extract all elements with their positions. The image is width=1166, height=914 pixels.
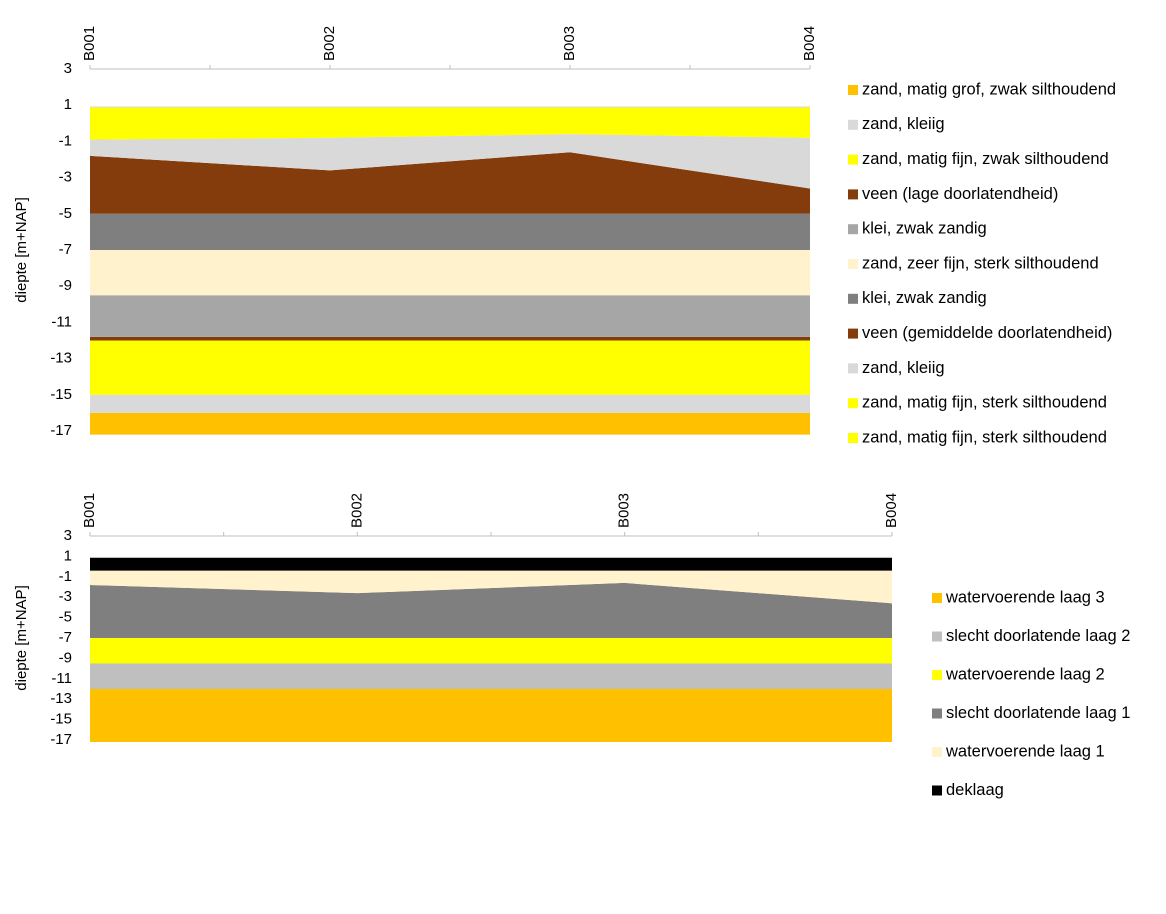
y-tick-label: -9 [59, 277, 72, 294]
y-axis-label: diepte [m+NAP] [13, 197, 30, 302]
legend-swatch [932, 747, 942, 757]
legend-swatch [848, 293, 858, 304]
legend-swatch [932, 785, 942, 796]
y-tick-label: -13 [50, 350, 72, 367]
y-tick-label: -15 [50, 711, 72, 728]
legend-swatch [848, 363, 858, 374]
category-label-b002: B002 [321, 26, 338, 61]
layer-2 [90, 663, 892, 689]
legend-label: zand, matig fijn, sterk silthoudend [862, 394, 1107, 412]
legend-label: zand, kleiig [862, 115, 945, 133]
y-tick-label: -17 [50, 422, 72, 439]
category-label-b004: B004 [883, 493, 900, 528]
layer-7 [90, 213, 810, 250]
category-label-b001: B001 [81, 26, 98, 61]
legend-swatch [848, 119, 858, 130]
layer-10 [90, 107, 810, 140]
legend-label: klei, zwak zandig [862, 220, 987, 238]
category-label-b003: B003 [561, 26, 578, 61]
y-tick-label: 3 [64, 60, 72, 77]
legend-label: deklaag [946, 781, 1004, 799]
layer-2 [90, 394, 810, 413]
legend-swatch [848, 189, 858, 200]
legend-swatch [932, 708, 942, 719]
legend-label: zand, zeer fijn, sterk silthoudend [862, 254, 1099, 272]
legend-swatch [848, 433, 858, 443]
y-tick-label: -15 [50, 386, 72, 403]
y-tick-label: -9 [59, 649, 72, 666]
y-tick-label: -11 [51, 313, 72, 330]
y-tick-label: -11 [51, 670, 72, 687]
legend-label: zand, matig fijn, sterk silthoudend [862, 428, 1107, 446]
layer-6 [90, 250, 810, 296]
legend-label: watervoerende laag 1 [945, 742, 1105, 760]
y-tick-label: -3 [59, 588, 72, 605]
legend-label: watervoerende laag 3 [945, 588, 1105, 606]
category-label-b002: B002 [348, 493, 365, 528]
layer-6 [90, 557, 892, 571]
legend-label: slecht doorlatende laag 2 [946, 627, 1130, 645]
legend-label: slecht doorlatende laag 1 [946, 704, 1130, 722]
y-tick-label: 1 [64, 547, 72, 564]
legend-label: veen (gemiddelde doorlatendheid) [862, 324, 1112, 342]
y-tick-label: -5 [59, 609, 72, 626]
chart-1: B001 B002 B003 B004 3 1 -1 -3 -5 -7 -9 -11 -13 -15 -17… [13, 26, 1116, 446]
category-label-b001: B001 [81, 493, 98, 528]
legend-swatch [848, 85, 858, 95]
layer-8 [90, 152, 810, 214]
legend-swatch [848, 398, 858, 409]
y-tick-label: -13 [50, 690, 72, 707]
legend-label: zand, matig fijn, zwak silthoudend [862, 150, 1109, 168]
y-tick-label: -7 [59, 629, 72, 646]
chart-2: B001 B002 B003 B004 3 1 -1 -3 -5 -7 -9 -11 -13 -15 -17… [13, 493, 1130, 799]
legend-label: veen (lage doorlatendheid) [862, 185, 1058, 203]
layer-5 [90, 295, 810, 337]
layer-4 [90, 336, 810, 341]
legend-swatch [932, 670, 942, 680]
category-label-b003: B003 [616, 493, 633, 528]
category-label-b004: B004 [801, 26, 818, 61]
legend-swatch [932, 593, 942, 603]
y-tick-label: -1 [59, 568, 72, 585]
layer-1 [90, 689, 892, 743]
legend-label: watervoerende laag 2 [945, 665, 1105, 683]
y-tick-label: -3 [59, 169, 72, 186]
y-tick-label: 3 [64, 527, 72, 544]
layer-5 [90, 570, 892, 604]
legend-label: zand, matig grof, zwak silthoudend [862, 80, 1116, 98]
y-tick-label: 1 [64, 96, 72, 113]
legend-swatch [848, 328, 858, 339]
y-tick-label: -5 [59, 205, 72, 222]
layer-1 [90, 412, 810, 435]
legend: zand, matig grof, zwak silthoudend zand, … [848, 80, 1116, 446]
legend-swatch [932, 631, 942, 642]
y-axis-label: diepte [m+NAP] [13, 585, 30, 690]
legend: watervoerende laag 3 slecht doorlatende l… [932, 588, 1130, 799]
layer-3 [90, 340, 810, 395]
legend-swatch [848, 224, 858, 235]
legend-label: klei, zwak zandig [862, 289, 987, 307]
legend-label: zand, kleiig [862, 359, 945, 377]
legend-swatch [848, 259, 858, 269]
layer-9 [90, 134, 810, 189]
layer-3 [90, 638, 892, 664]
y-tick-label: -1 [59, 132, 72, 149]
y-tick-label: -7 [59, 241, 72, 258]
y-tick-label: -17 [50, 731, 72, 748]
legend-swatch [848, 154, 858, 165]
layer-4 [90, 582, 892, 638]
